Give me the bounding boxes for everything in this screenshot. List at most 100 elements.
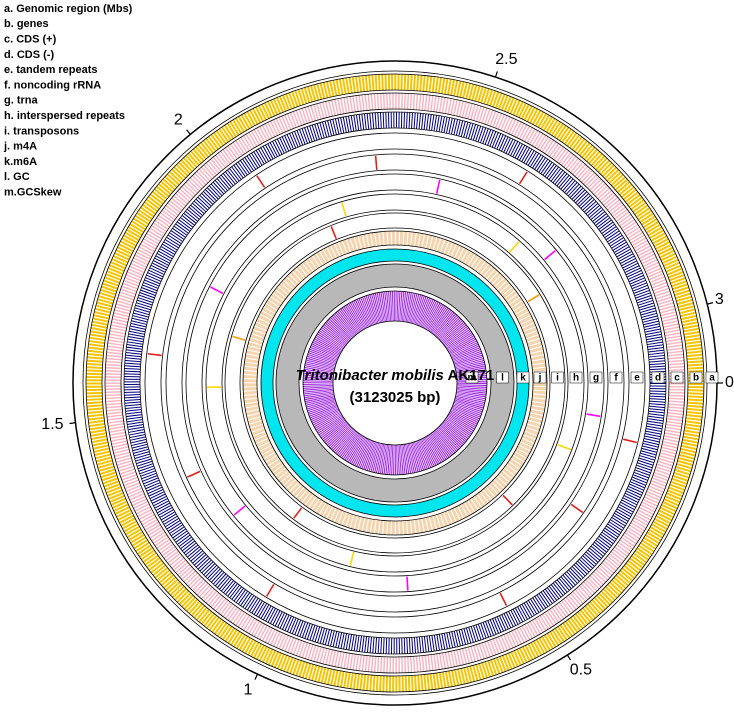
track-label: j bbox=[538, 373, 542, 384]
track-label: b bbox=[693, 373, 699, 384]
track-label-bg bbox=[569, 371, 583, 384]
track-border bbox=[205, 193, 585, 573]
track-label: m bbox=[468, 373, 477, 384]
track-label: e bbox=[634, 373, 640, 384]
track-border bbox=[332, 320, 458, 446]
legend-entry: d. CDS (-) bbox=[4, 49, 54, 61]
track-border bbox=[185, 173, 605, 593]
track-border bbox=[221, 209, 569, 557]
track-label: h bbox=[573, 373, 579, 384]
feature bbox=[265, 583, 275, 597]
feature bbox=[527, 294, 540, 303]
tick-label: 2 bbox=[174, 112, 183, 129]
feature bbox=[509, 241, 520, 253]
legend-entry: i. transposons bbox=[4, 125, 79, 137]
track-label: g bbox=[593, 373, 599, 384]
track-label: k bbox=[520, 373, 526, 384]
track-label-bg bbox=[651, 371, 665, 384]
track-border bbox=[256, 244, 534, 522]
track-border bbox=[139, 127, 651, 639]
feature bbox=[349, 551, 355, 566]
legend-entry: j. m4A bbox=[3, 141, 37, 153]
feature bbox=[502, 494, 513, 506]
feature bbox=[341, 202, 347, 217]
track-label: l bbox=[501, 373, 504, 384]
track-label-bg bbox=[670, 371, 684, 384]
feature bbox=[570, 503, 584, 514]
track-border bbox=[201, 189, 589, 577]
tick-label: 1 bbox=[243, 682, 252, 699]
feature bbox=[518, 171, 528, 185]
track-border bbox=[224, 212, 566, 554]
tick-mark bbox=[254, 673, 259, 680]
legend-entry: a. Genomic region (Mbs) bbox=[4, 3, 133, 15]
title: Tritonibacter mobilis AK171 bbox=[296, 367, 494, 384]
track-border bbox=[144, 132, 646, 634]
labels: a a. Genomic region (Mbs) b b. genes c c. CDS… bbox=[3, 3, 734, 699]
track-label-bg bbox=[705, 371, 719, 384]
feature bbox=[435, 179, 441, 194]
track-border bbox=[302, 290, 488, 476]
track-border bbox=[101, 89, 689, 677]
track-label: d bbox=[655, 373, 661, 384]
feature bbox=[499, 592, 508, 607]
track-border bbox=[165, 153, 625, 613]
track-border bbox=[181, 169, 609, 597]
tick-label: 1.5 bbox=[41, 416, 63, 433]
feature bbox=[406, 576, 409, 591]
legend-entry: c. CDS (+) bbox=[4, 34, 57, 46]
track-border bbox=[275, 263, 515, 503]
tick-mark bbox=[186, 129, 191, 135]
tick-label: 0 bbox=[725, 374, 734, 391]
track-label: c bbox=[674, 373, 680, 384]
organism: Tritonibacter mobilis bbox=[296, 367, 444, 384]
legend-entry: h. interspersed repeats bbox=[4, 110, 125, 122]
legend-entry: f. noncoding rRNA bbox=[4, 79, 101, 91]
features bbox=[147, 155, 637, 607]
track-label-bg bbox=[589, 371, 603, 384]
track-label-bg bbox=[609, 371, 623, 384]
tick-label: 2.5 bbox=[495, 51, 517, 68]
feature bbox=[293, 507, 303, 519]
track-border bbox=[123, 111, 667, 655]
feature bbox=[210, 286, 224, 295]
feature bbox=[232, 335, 246, 341]
legend-entry: g. trna bbox=[4, 95, 38, 107]
feature bbox=[147, 352, 162, 357]
track-border bbox=[160, 148, 630, 618]
tick-mark bbox=[69, 422, 76, 425]
track-label-bg bbox=[689, 371, 703, 384]
feature bbox=[544, 249, 556, 261]
legend-entry: e. tandem repeats bbox=[4, 64, 98, 76]
feature bbox=[330, 226, 337, 239]
track-border bbox=[239, 227, 551, 539]
feature bbox=[622, 438, 637, 444]
track-label-bg bbox=[551, 371, 564, 384]
tick-label: 0.5 bbox=[570, 661, 592, 678]
feature bbox=[374, 155, 378, 170]
track-label-bg bbox=[465, 371, 479, 384]
track-border bbox=[104, 92, 686, 674]
tick-mark bbox=[566, 654, 572, 661]
feature bbox=[586, 413, 601, 418]
feature bbox=[233, 505, 246, 516]
track-label-bg bbox=[533, 371, 547, 384]
feature bbox=[256, 175, 266, 188]
track-border bbox=[85, 73, 705, 693]
legend-entry: l. GC bbox=[4, 171, 30, 183]
size-label: (3123025 bp) bbox=[350, 389, 441, 406]
track-label: i bbox=[556, 373, 559, 384]
tick-mark bbox=[707, 302, 714, 305]
track-label-bg bbox=[630, 371, 644, 384]
track-label: a bbox=[709, 373, 715, 384]
tick-label: 3 bbox=[715, 291, 724, 308]
feature bbox=[187, 470, 201, 478]
track-border bbox=[242, 230, 548, 536]
legend-entry: k.m6A bbox=[4, 156, 37, 168]
strain: AK171 bbox=[448, 367, 495, 384]
track-label-bg bbox=[516, 371, 530, 384]
feature bbox=[557, 443, 572, 451]
track-label: f bbox=[614, 373, 618, 384]
tick-mark bbox=[494, 71, 498, 78]
